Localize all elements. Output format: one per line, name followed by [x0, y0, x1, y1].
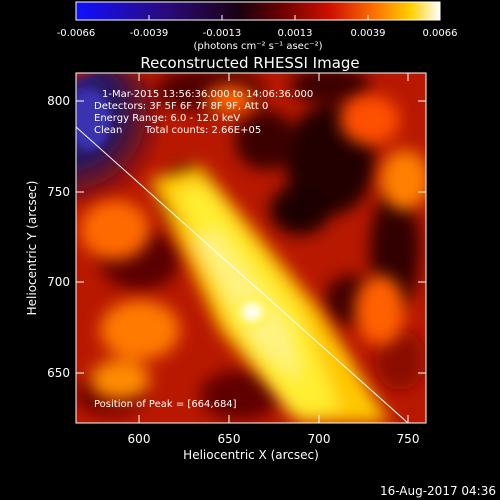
annotation-counts: Total counts: 2.66E+05: [144, 125, 261, 136]
y-tick-label: 800: [47, 94, 70, 108]
y-tick-label: 700: [47, 275, 70, 289]
annotation-peak: Position of Peak = [664,684]: [94, 399, 237, 410]
figure-title: Reconstructed RHESSI Image: [140, 54, 359, 72]
axis-ticks: [76, 73, 426, 423]
plot-frame: [75, 72, 427, 424]
colorbar-tick-label: 0.0013: [278, 28, 313, 39]
annotation-detectors: Detectors: 3F 5F 6F 7F 8F 9F, Att 0: [94, 101, 268, 112]
x-axis-label: Heliocentric X (arcsec): [183, 448, 319, 462]
peak-highlight: [230, 292, 274, 332]
x-tick-label: 650: [218, 432, 241, 446]
y-axis-label: Heliocentric Y (arcsec): [25, 181, 39, 316]
y-tick-label: 650: [47, 366, 70, 380]
colorbar-tick-label: -0.0013: [203, 28, 242, 39]
colorbar-unit-label: (photons cm⁻² s⁻¹ asec⁻²): [193, 41, 322, 52]
footer-date: 16-Aug-2017 04:36: [380, 484, 496, 498]
annotation-energy: Energy Range: 6.0 - 12.0 keV: [94, 113, 240, 124]
x-tick-label: 700: [308, 432, 331, 446]
solar-limb-line: [76, 126, 409, 423]
annotation-time: 1-Mar-2015 13:56:36.000 to 14:06:36.000: [102, 89, 313, 100]
colorbar-tick-label: 0.0066: [423, 28, 458, 39]
x-tick-label: 750: [397, 432, 420, 446]
colorbar-tick-label: -0.0066: [57, 28, 96, 39]
y-tick-label: 750: [47, 185, 70, 199]
colorbar-gradient: [75, 1, 441, 21]
colorbar: -0.0066 -0.0039 -0.0013 0.0013 0.0039 0.…: [57, 1, 458, 52]
annotation-clean: Clean: [94, 125, 122, 136]
colorbar-tick-label: 0.0039: [351, 28, 386, 39]
colorbar-tick-label: -0.0039: [130, 28, 169, 39]
x-tick-label: 600: [128, 432, 151, 446]
rhessi-image: [76, 73, 426, 423]
